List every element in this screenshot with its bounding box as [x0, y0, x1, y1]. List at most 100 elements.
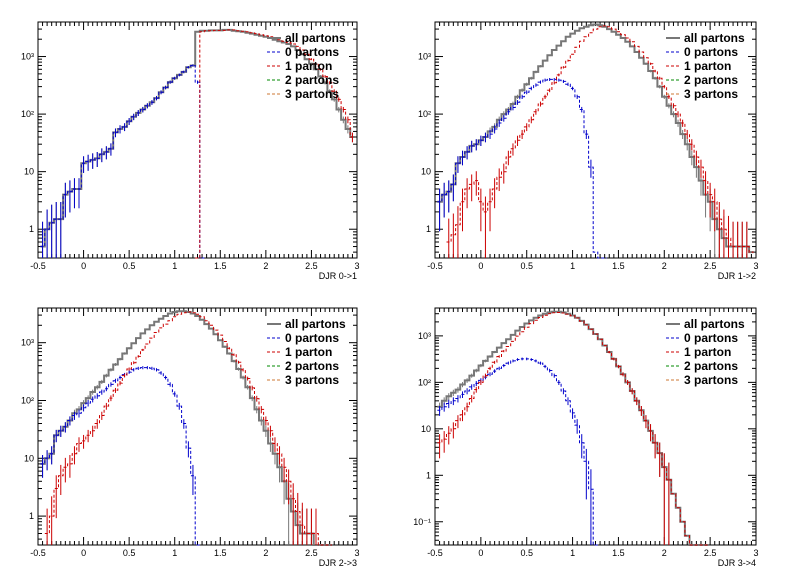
- series-line: [437, 312, 708, 546]
- x-tick-label: -0.5: [30, 548, 46, 558]
- x-tick-label: 2.5: [704, 261, 717, 271]
- y-tick-label: 10: [421, 167, 431, 177]
- y-tick-label: 10: [24, 167, 34, 177]
- series-line: [437, 23, 754, 254]
- y-tick-label: 10⁻¹: [413, 517, 431, 527]
- legend-label: 1 parton: [285, 59, 332, 73]
- x-tick-label: 1: [570, 261, 575, 271]
- y-tick-label: 10: [24, 453, 34, 463]
- x-tick-label: 0.5: [520, 548, 533, 558]
- series-line: [195, 29, 355, 259]
- legend-label: all partons: [285, 31, 346, 45]
- y-tick-label: 10²: [21, 109, 34, 119]
- y-tick-label: 10³: [418, 331, 431, 341]
- y-tick-label: 1: [426, 224, 431, 234]
- y-tick-label: 10²: [418, 377, 431, 387]
- x-tick-label: 1: [172, 548, 177, 558]
- legend-label: 2 partons: [684, 73, 738, 87]
- legend-label: 1 parton: [684, 59, 731, 73]
- legend-label: 3 partons: [684, 373, 738, 387]
- series-line: [40, 310, 332, 546]
- x-tick-label: 3: [753, 261, 758, 271]
- legend-label: 2 partons: [684, 359, 738, 373]
- x-axis-label: DJR 2->3: [319, 558, 357, 568]
- x-tick-label: 0.5: [123, 548, 136, 558]
- y-tick-label: 1: [426, 470, 431, 480]
- x-tick-label: 0.5: [123, 261, 136, 271]
- x-tick-label: 1: [570, 548, 575, 558]
- x-tick-label: 2.5: [305, 261, 318, 271]
- x-tick-label: 3: [753, 548, 758, 558]
- x-tick-label: 1.5: [612, 548, 625, 558]
- legend-label: 2 partons: [285, 73, 339, 87]
- x-tick-label: 0: [478, 548, 483, 558]
- x-tick-label: -0.5: [427, 548, 443, 558]
- x-tick-label: 0: [81, 261, 86, 271]
- x-tick-label: 0: [478, 261, 483, 271]
- series-line: [40, 65, 205, 259]
- series-line: [437, 358, 598, 546]
- x-tick-label: 0.5: [520, 261, 533, 271]
- legend-label: 1 parton: [285, 345, 332, 359]
- x-tick-label: 1: [172, 261, 177, 271]
- x-tick-label: 2: [662, 261, 667, 271]
- y-axis: 1 10 10² 10³: [21, 28, 357, 253]
- y-axis: 10⁻¹ 1 10 10² 10³: [413, 313, 756, 541]
- x-tick-label: 2.5: [704, 548, 717, 558]
- y-axis: 1 10 10² 10³: [21, 314, 357, 540]
- series-line: [446, 25, 754, 253]
- y-tick-label: 10³: [418, 52, 431, 62]
- series-line: [437, 310, 708, 546]
- x-axis-label: DJR 1->2: [718, 271, 756, 281]
- legend-label: 1 parton: [684, 345, 731, 359]
- legend-label: 0 partons: [684, 331, 738, 345]
- x-tick-label: -0.5: [427, 261, 443, 271]
- legend-label: 2 partons: [285, 359, 339, 373]
- legend-label: all partons: [285, 317, 346, 331]
- y-tick-label: 10²: [418, 109, 431, 119]
- y-tick-label: 10³: [21, 52, 34, 62]
- legend-label: all partons: [684, 31, 745, 45]
- legend-label: 0 partons: [285, 331, 339, 345]
- y-tick-label: 10: [421, 424, 431, 434]
- y-tick-label: 1: [29, 511, 34, 521]
- y-tick-label: 10²: [21, 395, 34, 405]
- x-tick-label: 2: [263, 261, 268, 271]
- x-tick-label: 1.5: [214, 548, 227, 558]
- x-tick-label: 0: [81, 548, 86, 558]
- legend-label: 0 partons: [285, 45, 339, 59]
- legend-label: 3 partons: [285, 373, 339, 387]
- x-tick-label: -0.5: [30, 261, 46, 271]
- series-line: [40, 367, 200, 546]
- legend-label: 0 partons: [684, 45, 738, 59]
- x-tick-label: 3: [354, 548, 359, 558]
- x-tick-label: 2.5: [305, 548, 318, 558]
- y-tick-label: 10³: [21, 338, 34, 348]
- y-tick-label: 1: [29, 224, 34, 234]
- x-tick-label: 1.5: [214, 261, 227, 271]
- x-tick-label: 2: [263, 548, 268, 558]
- x-axis-label: DJR 0->1: [319, 271, 357, 281]
- series-line: [437, 78, 607, 259]
- legend-label: 3 partons: [684, 87, 738, 101]
- x-axis-label: DJR 3->4: [718, 558, 756, 568]
- y-axis: 1 10 10² 10³: [418, 28, 756, 253]
- x-tick-label: 3: [354, 261, 359, 271]
- x-tick-label: 1.5: [612, 261, 625, 271]
- legend-label: all partons: [684, 317, 745, 331]
- x-tick-label: 2: [662, 548, 667, 558]
- legend-label: 3 partons: [285, 87, 339, 101]
